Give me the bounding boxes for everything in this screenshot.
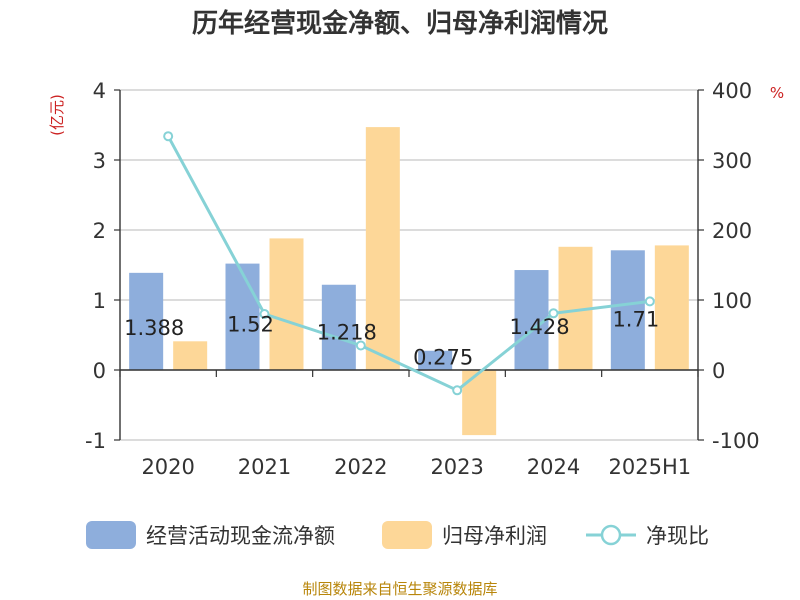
bar-value-label: 1.52 — [227, 313, 274, 337]
category-label: 2023 — [430, 455, 483, 479]
category-label: 2021 — [238, 455, 291, 479]
bar-value-label: 1.388 — [124, 316, 184, 340]
bar — [365, 127, 400, 370]
bar-value-label: 0.275 — [413, 346, 473, 370]
legend-label: 经营活动现金流净额 — [146, 524, 335, 548]
left-tick-label: 0 — [93, 359, 106, 383]
bar — [654, 245, 689, 370]
bars — [129, 127, 689, 436]
left-tick-label: 1 — [93, 289, 106, 313]
category-label: 2024 — [527, 455, 580, 479]
bar-value-label: 1.218 — [317, 321, 377, 345]
legend-label: 净现比 — [646, 524, 709, 548]
legend-marker — [600, 524, 622, 546]
bar — [269, 238, 304, 370]
category-label: 2020 — [141, 455, 194, 479]
left-tick-label: -1 — [85, 429, 106, 453]
left-tick-label: 3 — [93, 149, 106, 173]
ratio-point — [452, 385, 463, 396]
right-axis-unit: % — [770, 84, 784, 102]
left-tick-label: 4 — [93, 79, 106, 103]
bar — [129, 272, 164, 370]
source-note: 制图数据来自恒生聚源数据库 — [302, 580, 497, 598]
bar — [462, 370, 497, 436]
legend-swatch — [86, 521, 136, 549]
ratio-point — [163, 131, 174, 142]
bar — [173, 341, 208, 370]
ratio-point — [355, 340, 366, 351]
bar-value-label: 1.428 — [509, 315, 569, 339]
right-tick-label: 400 — [712, 79, 752, 103]
legend-label: 归母净利润 — [442, 524, 547, 548]
bar-value-label: 1.71 — [612, 308, 659, 332]
chart-title: 历年经营现金净额、归母净利润情况 — [192, 8, 608, 39]
bar — [321, 284, 356, 370]
category-label: 2022 — [334, 455, 387, 479]
legend-swatch — [382, 521, 432, 549]
ratio-line — [163, 131, 655, 396]
right-tick-label: -100 — [712, 429, 760, 453]
bar — [225, 263, 260, 370]
category-label: 2025H1 — [609, 455, 692, 479]
right-tick-label: 0 — [712, 359, 725, 383]
left-tick-label: 2 — [93, 219, 106, 243]
right-tick-label: 300 — [712, 149, 752, 173]
ratio-point — [259, 309, 270, 319]
axes: -1 0 1 2 3 4 -100 0 100 200 300 400 2020 2021 2022 2023… — [85, 79, 760, 479]
ratio-point — [644, 296, 655, 307]
right-tick-label: 200 — [712, 219, 752, 243]
data-labels: 1.388 1.52 1.218 0.275 1.428 1.71 — [124, 308, 659, 370]
ratio-point — [548, 308, 559, 319]
left-axis-unit: (亿元) — [48, 94, 66, 136]
ratio-line-path — [166, 135, 651, 393]
bar — [610, 250, 645, 370]
right-tick-label: 100 — [712, 289, 752, 313]
legend: 经营活动现金流净额 归母净利润 净现比 — [86, 521, 709, 549]
bar — [418, 350, 453, 370]
